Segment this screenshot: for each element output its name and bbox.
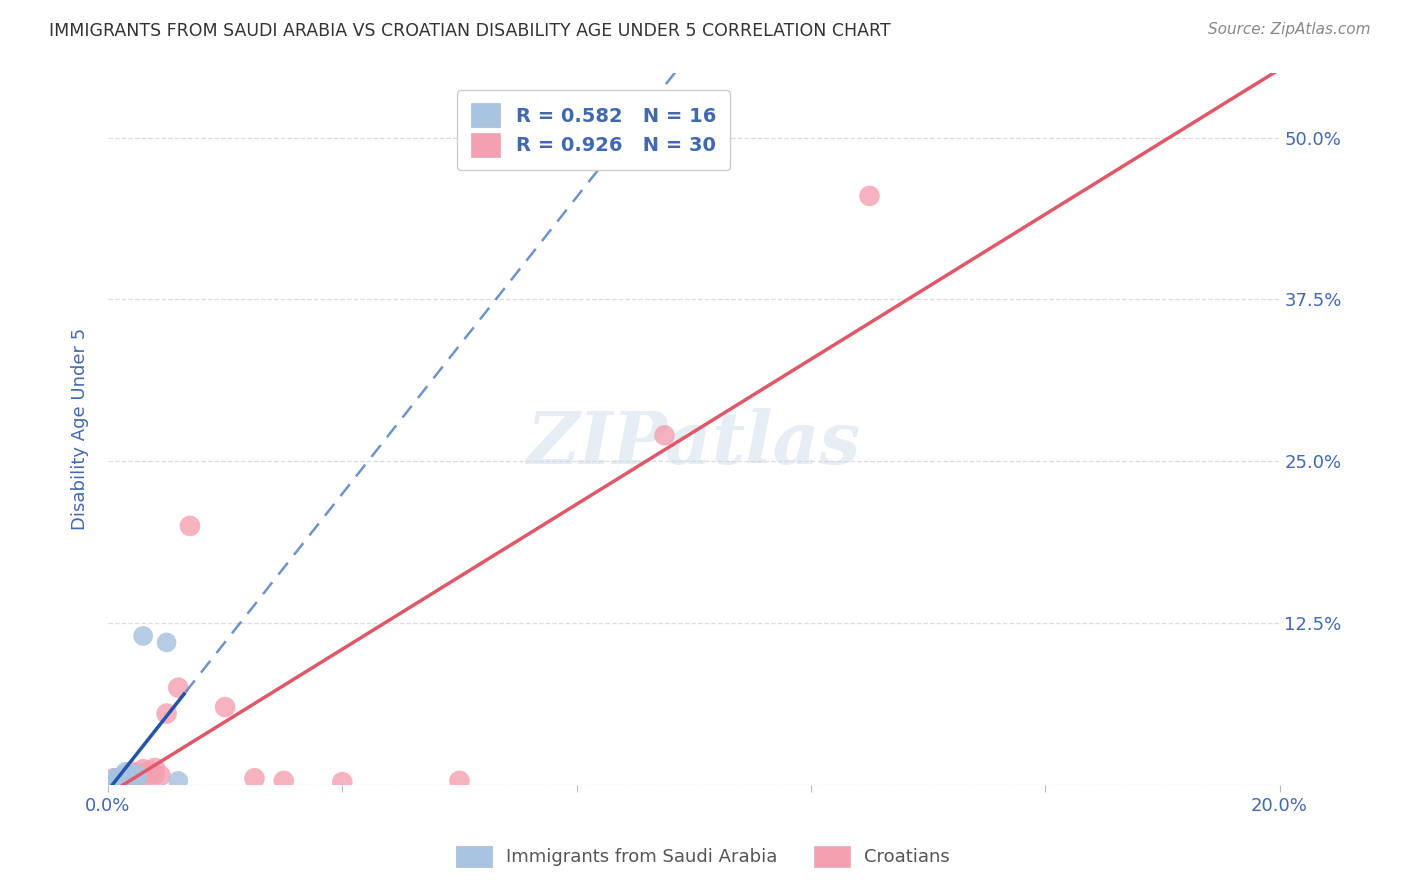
Point [138,769,160,783]
Point [120,772,142,787]
Point [143,767,166,781]
Point [132,767,155,781]
Point [114,767,136,781]
Point [114,772,136,787]
Point [273,773,295,788]
Legend: R = 0.582   N = 16, R = 0.926   N = 30: R = 0.582 N = 16, R = 0.926 N = 30 [457,90,730,170]
Point [103,772,125,786]
Point [114,764,136,779]
Point [138,764,160,778]
Point [330,775,353,789]
Point [114,770,136,784]
Point [132,762,155,776]
Point [214,700,236,714]
Point [120,769,142,783]
Text: IMMIGRANTS FROM SAUDI ARABIA VS CROATIAN DISABILITY AGE UNDER 5 CORRELATION CHAR: IMMIGRANTS FROM SAUDI ARABIA VS CROATIAN… [49,22,891,40]
Point [127,766,149,780]
Point [654,428,676,442]
Point [132,629,155,643]
Point [858,189,880,203]
Point [149,769,172,783]
Point [108,772,131,787]
Point [114,772,136,786]
Point [127,772,149,786]
Text: ZIPatlas: ZIPatlas [527,408,860,479]
Point [108,775,131,789]
Point [155,635,177,649]
Point [103,773,125,788]
Point [179,519,201,533]
Point [120,772,142,787]
Point [120,769,142,783]
Point [127,772,149,786]
Point [155,706,177,721]
Point [108,770,131,784]
Point [167,681,190,695]
Point [114,773,136,788]
Point [127,767,149,781]
Point [167,773,190,788]
Point [103,775,125,789]
Point [108,772,131,786]
Point [103,772,125,786]
Legend: Immigrants from Saudi Arabia, Croatians: Immigrants from Saudi Arabia, Croatians [449,838,957,874]
Point [103,773,125,788]
Y-axis label: Disability Age Under 5: Disability Age Under 5 [72,327,89,530]
Point [127,770,149,784]
Point [143,761,166,775]
Point [120,764,142,779]
Text: Source: ZipAtlas.com: Source: ZipAtlas.com [1208,22,1371,37]
Point [243,772,266,786]
Point [449,773,471,788]
Point [108,773,131,788]
